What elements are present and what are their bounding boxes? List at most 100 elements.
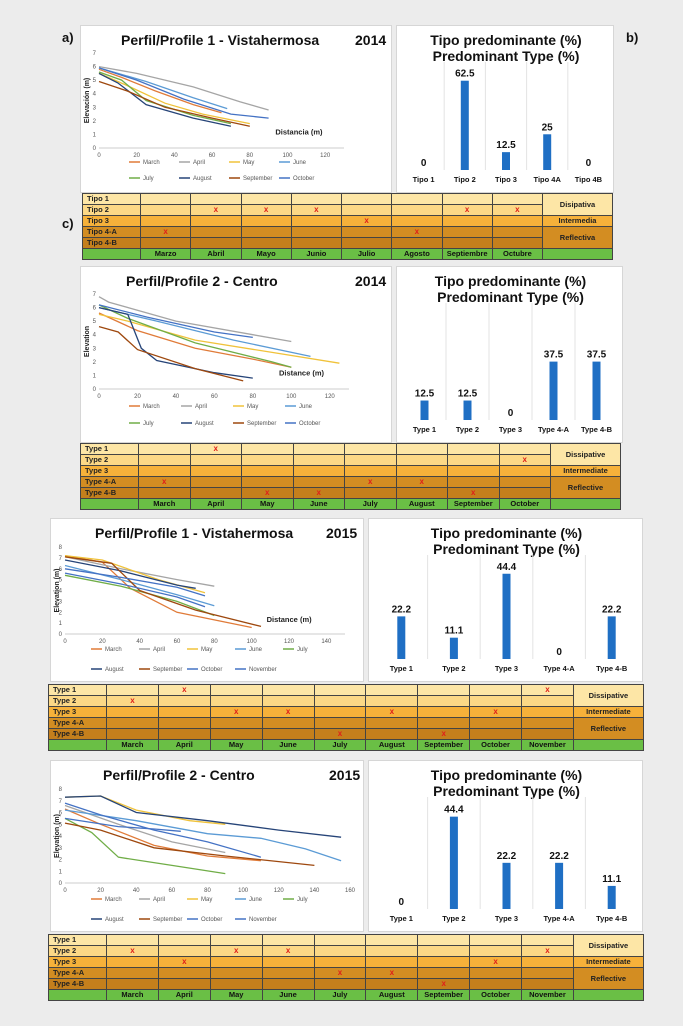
table-cell xyxy=(469,728,522,740)
table-cell xyxy=(138,443,191,455)
beach-class-label: Reflective xyxy=(572,967,644,990)
y-tick-label: 6 xyxy=(59,567,63,573)
table-row: Tipo 1 Disipativa xyxy=(82,193,613,216)
table-cell xyxy=(292,476,345,488)
table-cell xyxy=(469,717,522,729)
bar-value-label: 11.1 xyxy=(444,626,463,637)
bar-value-label: 12.5 xyxy=(496,140,516,151)
table-cell xyxy=(491,215,544,227)
table-row: Type 3 Intermediate xyxy=(80,465,621,477)
table-cell xyxy=(313,717,367,729)
table-cell xyxy=(365,956,419,968)
y-tick-label: 0 xyxy=(93,387,97,393)
x-tick-label: 20 xyxy=(97,888,104,894)
table-cell xyxy=(261,695,315,707)
legend-label: October xyxy=(299,421,320,427)
type-row-label: Type 1 xyxy=(48,684,107,696)
bar-title-es: Tipo predominante (%) xyxy=(434,273,587,289)
y-tick-label: 7 xyxy=(93,51,97,57)
bar-value-label: 37.5 xyxy=(587,350,607,361)
table-row: Type 4-A x x x Reflective xyxy=(80,476,621,499)
legend-label: August xyxy=(193,176,212,182)
profile-chart-svg: Elevación (m) 0 1 2 3 4 5 6 7 0 20 40 60 80 100 120 Dist… xyxy=(84,51,344,182)
type-mark: x xyxy=(491,204,544,216)
y-tick-label: 3 xyxy=(93,346,97,352)
month-label: October xyxy=(469,989,522,1001)
bar-category-label: Tipo 1 xyxy=(413,175,435,184)
table-cell xyxy=(521,695,574,707)
type-mark: x xyxy=(469,706,522,718)
table-cell xyxy=(241,443,294,455)
table-cell xyxy=(521,956,574,968)
month-row: March April May June July August September Octo… xyxy=(80,498,621,510)
type-mark: x xyxy=(209,945,263,957)
table-cell xyxy=(290,193,343,205)
legend-label: September xyxy=(243,176,272,182)
table-cell xyxy=(344,487,397,499)
bar-value-label: 0 xyxy=(586,158,592,169)
bar-value-label: 0 xyxy=(556,647,562,658)
x-axis-label: Distancia (m) xyxy=(275,128,323,137)
y-axis-label: Elevation (m) xyxy=(54,814,61,858)
legend-label: September xyxy=(153,917,182,923)
bar-panel-2015-vistahermosa: Tipo predominante (%) Predominant Type (%… xyxy=(368,518,643,682)
table-cell xyxy=(261,717,315,729)
bar-title-en: Predominant Type (%) xyxy=(433,541,580,557)
profile-year: 2014 xyxy=(355,273,387,289)
table-cell xyxy=(395,465,448,477)
profile-line-july xyxy=(64,817,226,875)
table-cell xyxy=(344,454,397,466)
profile-line-march xyxy=(98,68,222,114)
x-tick-label: 0 xyxy=(63,639,67,645)
y-tick-label: 6 xyxy=(59,811,63,817)
bar-title-es: Tipo predominante (%) xyxy=(430,525,583,541)
profile-line-march xyxy=(98,312,292,368)
y-tick-label: 3 xyxy=(59,846,63,852)
beach-class-label: Reflective xyxy=(572,717,644,740)
table-cell xyxy=(491,237,544,249)
y-tick-label: 4 xyxy=(59,589,63,595)
table-cell xyxy=(395,454,448,466)
month-label: July xyxy=(313,989,367,1001)
bar-category-label: Type 1 xyxy=(390,664,413,673)
profile-year: 2014 xyxy=(355,32,387,48)
table-cell xyxy=(521,967,574,979)
table-cell xyxy=(138,454,191,466)
legend-label: October xyxy=(201,917,222,923)
bar-chart-svg: 0 Tipo 1 62.5 Tipo 2 12.5 Tipo 3 25 Tipo 4A 0 Tip… xyxy=(413,62,603,184)
month-label: May xyxy=(241,498,294,510)
month-label: September xyxy=(417,989,471,1001)
profile-year: 2015 xyxy=(329,767,361,783)
table-cell xyxy=(209,728,263,740)
legend-label: June xyxy=(249,647,263,653)
legend-label: July xyxy=(297,647,308,653)
panel-label-a: a) xyxy=(62,30,74,45)
table-cell xyxy=(469,695,522,707)
month-label: November xyxy=(521,989,574,1001)
table-cell xyxy=(106,706,159,718)
table-cell xyxy=(491,226,544,238)
table-cell xyxy=(417,695,471,707)
legend-label: May xyxy=(247,404,258,410)
bar-chart-title: Tipo predominante (%) Predominant Type (%… xyxy=(397,273,624,305)
table-cell xyxy=(417,967,471,979)
x-tick-label: 80 xyxy=(211,639,218,645)
month-label: June xyxy=(261,739,315,751)
bar-category-label: Tipo 4A xyxy=(534,175,562,184)
table-cell xyxy=(138,465,191,477)
y-tick-label: 3 xyxy=(59,599,63,605)
table-cell xyxy=(106,978,159,990)
bar-title-es: Tipo predominante (%) xyxy=(430,32,582,48)
x-tick-label: 80 xyxy=(204,888,211,894)
table-cell xyxy=(521,934,574,946)
table-cell xyxy=(292,454,345,466)
table-cell xyxy=(491,193,544,205)
x-tick-label: 140 xyxy=(309,888,320,894)
bar-type-1 xyxy=(397,616,406,659)
legend-label: August xyxy=(195,421,214,427)
legend-label: October xyxy=(293,176,314,182)
table-cell xyxy=(365,978,419,990)
legend-label: May xyxy=(243,160,254,166)
type-mark: x xyxy=(240,204,292,216)
table-cell xyxy=(261,728,315,740)
